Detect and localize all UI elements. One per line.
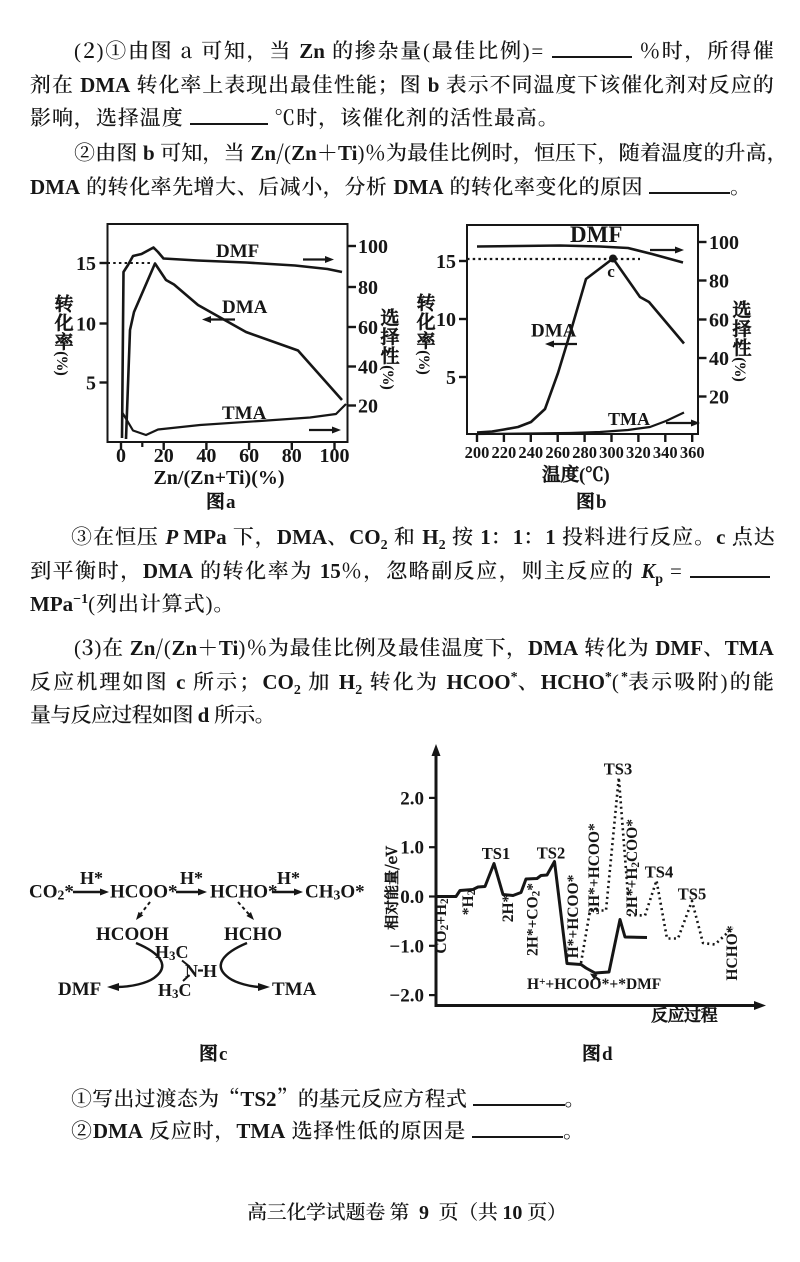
svg-text:10: 10 <box>76 314 96 336</box>
svg-text:20: 20 <box>358 396 378 418</box>
svg-text:240: 240 <box>518 443 543 462</box>
svg-text:20: 20 <box>154 445 174 467</box>
svg-text:HCHO: HCHO <box>224 924 282 945</box>
svg-text:率: 率 <box>416 327 435 354</box>
svg-text:CO2*: CO2* <box>29 882 74 903</box>
svg-text:2.0: 2.0 <box>400 788 424 809</box>
svg-text:2H*+H2COO*: 2H*+H2COO* <box>624 819 642 916</box>
svg-text:80: 80 <box>282 445 302 467</box>
svg-text:TS2: TS2 <box>537 844 565 863</box>
svg-text:40: 40 <box>196 445 216 467</box>
svg-text:Zn/(Zn+Ti)(%): Zn/(Zn+Ti)(%) <box>153 467 284 489</box>
svg-text:TMA: TMA <box>222 403 267 424</box>
svg-text:d: d <box>602 1044 613 1065</box>
svg-text:TS5: TS5 <box>678 885 706 904</box>
svg-text:60: 60 <box>239 445 259 467</box>
svg-text:40: 40 <box>358 357 378 379</box>
svg-text:H*: H* <box>80 868 103 888</box>
svg-text:220: 220 <box>492 443 517 462</box>
svg-text:相对能量/eV: 相对能量/eV <box>381 846 402 931</box>
svg-text:1.0: 1.0 <box>400 838 424 859</box>
svg-text:H: H <box>203 961 217 981</box>
svg-text:10: 10 <box>436 309 456 331</box>
svg-text:H*: H* <box>180 868 203 888</box>
svg-text:b: b <box>596 492 607 513</box>
svg-text:(%): (%) <box>53 351 70 375</box>
svg-text:化: 化 <box>53 309 73 336</box>
svg-text:温度(℃): 温度(℃) <box>542 460 609 487</box>
svg-text:320: 320 <box>626 443 651 462</box>
svg-text:图: 图 <box>199 1039 218 1066</box>
svg-text:DMF: DMF <box>58 979 101 1000</box>
svg-text:DMA: DMA <box>222 297 268 318</box>
svg-text:300: 300 <box>599 443 624 462</box>
svg-text:(%): (%) <box>731 357 748 381</box>
svg-text:性: 性 <box>732 334 751 361</box>
svg-text:性: 性 <box>380 342 399 369</box>
svg-text:H*: H* <box>277 868 300 888</box>
svg-text:100: 100 <box>320 445 350 467</box>
svg-text:HCHO*: HCHO* <box>724 925 741 980</box>
svg-text:80: 80 <box>709 271 729 293</box>
svg-text:HCHO*: HCHO* <box>210 882 278 903</box>
svg-text:0.0: 0.0 <box>400 887 424 908</box>
svg-text:(%): (%) <box>415 350 432 374</box>
svg-text:100: 100 <box>358 236 388 258</box>
svg-text:80: 80 <box>358 277 378 299</box>
svg-text:60: 60 <box>358 317 378 339</box>
svg-text:c: c <box>607 262 615 281</box>
svg-text:TMA: TMA <box>272 979 317 1000</box>
svg-text:360: 360 <box>680 443 705 462</box>
svg-text:CO2+H2: CO2+H2 <box>433 898 451 954</box>
svg-text:DMA: DMA <box>531 321 577 342</box>
svg-text:HCOO*: HCOO* <box>110 882 178 903</box>
svg-text:−1.0: −1.0 <box>389 936 424 957</box>
svg-text:a: a <box>226 492 236 513</box>
svg-text:率: 率 <box>54 328 73 355</box>
svg-text:100: 100 <box>709 232 739 254</box>
svg-text:2H*: 2H* <box>500 894 517 922</box>
svg-text:TS3: TS3 <box>604 760 632 779</box>
svg-text:转: 转 <box>54 290 73 317</box>
svg-text:转: 转 <box>416 289 435 316</box>
svg-text:5: 5 <box>446 367 456 389</box>
svg-text:20: 20 <box>709 387 729 409</box>
svg-text:340: 340 <box>653 443 678 462</box>
svg-text:HCOOH: HCOOH <box>96 924 169 945</box>
svg-text:5: 5 <box>86 373 96 395</box>
svg-text:CH3O*: CH3O* <box>305 882 365 903</box>
svg-text:择: 择 <box>379 323 399 350</box>
svg-text:0: 0 <box>116 445 126 467</box>
svg-text:图: 图 <box>576 487 595 514</box>
svg-text:TS1: TS1 <box>482 844 510 863</box>
svg-text:图: 图 <box>582 1039 601 1066</box>
svg-text:化: 化 <box>415 308 435 335</box>
svg-text:H3C: H3C <box>158 980 192 1001</box>
svg-text:H++HCOO*+*DMF: H++HCOO*+*DMF <box>527 976 661 993</box>
svg-text:TS4: TS4 <box>645 863 673 882</box>
svg-text:*H2: *H2 <box>460 889 478 915</box>
svg-text:TMA: TMA <box>608 409 650 429</box>
svg-text:15: 15 <box>436 251 456 273</box>
svg-text:选: 选 <box>731 296 751 323</box>
svg-text:−2.0: −2.0 <box>389 986 424 1007</box>
svg-text:2H*+CO2*: 2H*+CO2* <box>525 883 543 956</box>
svg-text:15: 15 <box>76 253 96 275</box>
svg-text:40: 40 <box>709 348 729 370</box>
svg-text:反应过程: 反应过程 <box>651 1001 717 1026</box>
svg-text:60: 60 <box>709 310 729 332</box>
svg-text:H*+HCOO*: H*+HCOO* <box>565 874 582 958</box>
svg-text:图: 图 <box>206 487 225 514</box>
svg-text:260: 260 <box>545 443 570 462</box>
svg-text:选: 选 <box>379 304 399 331</box>
svg-text:200: 200 <box>465 443 490 462</box>
svg-text:c: c <box>219 1044 227 1065</box>
svg-text:(%): (%) <box>379 365 396 389</box>
svg-text:3H*+HCOO*: 3H*+HCOO* <box>586 823 603 915</box>
svg-text:DMF: DMF <box>570 222 622 247</box>
svg-text:280: 280 <box>572 443 597 462</box>
svg-text:择: 择 <box>731 315 751 342</box>
svg-text:DMF: DMF <box>216 241 259 262</box>
